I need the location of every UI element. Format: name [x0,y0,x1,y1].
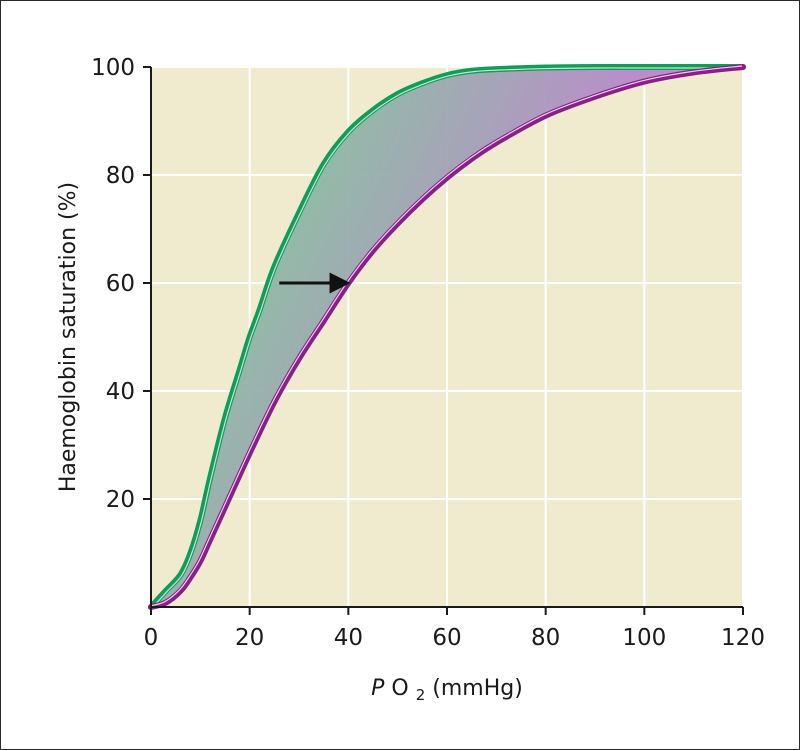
x-tick-label-80: 80 [531,625,560,651]
left-curve-edge-highlight [151,67,744,609]
x-tick-label-100: 100 [622,625,666,651]
axis-layer: 0 20 40 60 80 100 120 20 40 60 80 100 [91,55,765,651]
x-axis-title-units: (mmHg) [432,676,523,701]
y-tick-label-60: 60 [106,271,135,297]
x-axis-title-main: O [391,676,408,701]
y-tick-label-40: 40 [106,379,135,405]
x-tick-label-20: 20 [235,625,264,651]
y-tick-label-80: 80 [106,163,135,189]
x-tick-label-120: 120 [721,625,765,651]
x-tick-label-0: 0 [144,625,159,651]
x-tick-label-60: 60 [432,625,461,651]
y-tick-label-100: 100 [91,55,135,81]
x-axis-title-prefix: P [371,676,385,701]
left-dissociation-curve [148,63,746,610]
x-axis-title: P O 2 (mmHg) [371,676,523,706]
x-axis-title-subscript: 2 [416,686,426,704]
y-axis-title: Haemoglobin saturation (%) [56,182,81,492]
y-tick-label-20: 20 [106,487,135,513]
x-tick-label-40: 40 [334,625,363,651]
